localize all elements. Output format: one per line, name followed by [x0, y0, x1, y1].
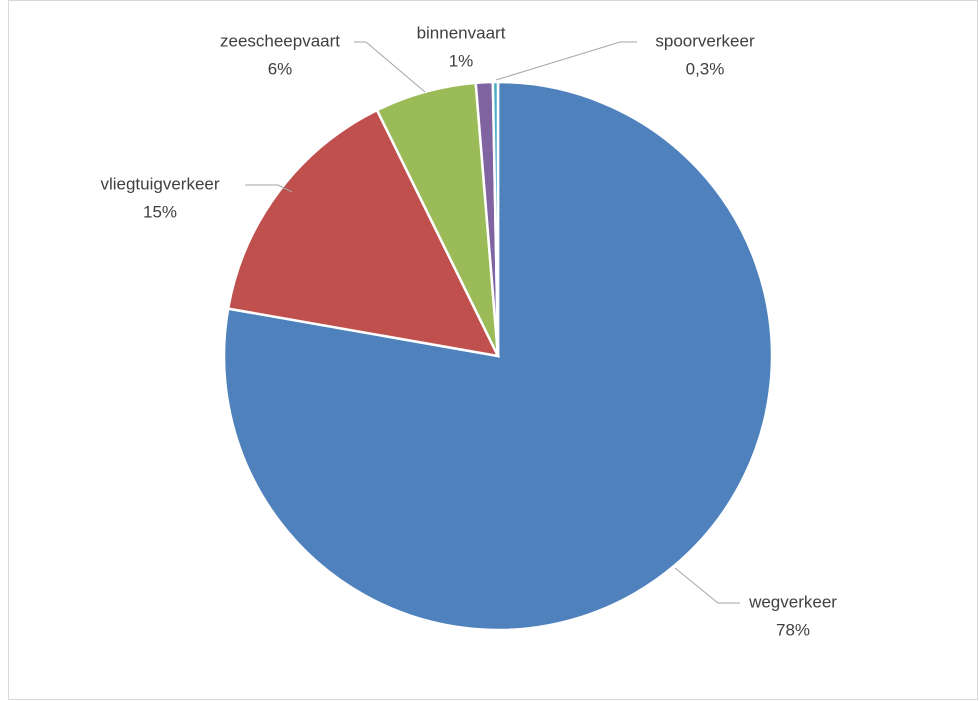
slice-label: wegverkeer [748, 592, 837, 611]
pie [222, 80, 774, 632]
pie-slice [491, 80, 500, 357]
slice-value-label: 0,3% [686, 59, 725, 78]
slice-value-label: 1% [449, 51, 474, 70]
leader-line [354, 41, 426, 93]
slice-value-label: 15% [143, 202, 177, 221]
slice-value-label: 6% [268, 59, 293, 78]
pie-slice [226, 108, 501, 358]
slice-label: spoorverkeer [655, 31, 755, 50]
slice-label: binnenvaart [417, 23, 506, 42]
leader-line [495, 41, 637, 81]
leader-line [245, 184, 293, 193]
slice-value-label: 78% [776, 620, 810, 639]
leader-line [674, 567, 740, 604]
slice-label: zeescheepvaart [220, 31, 340, 50]
slice-label: vliegtuigverkeer [100, 174, 219, 193]
